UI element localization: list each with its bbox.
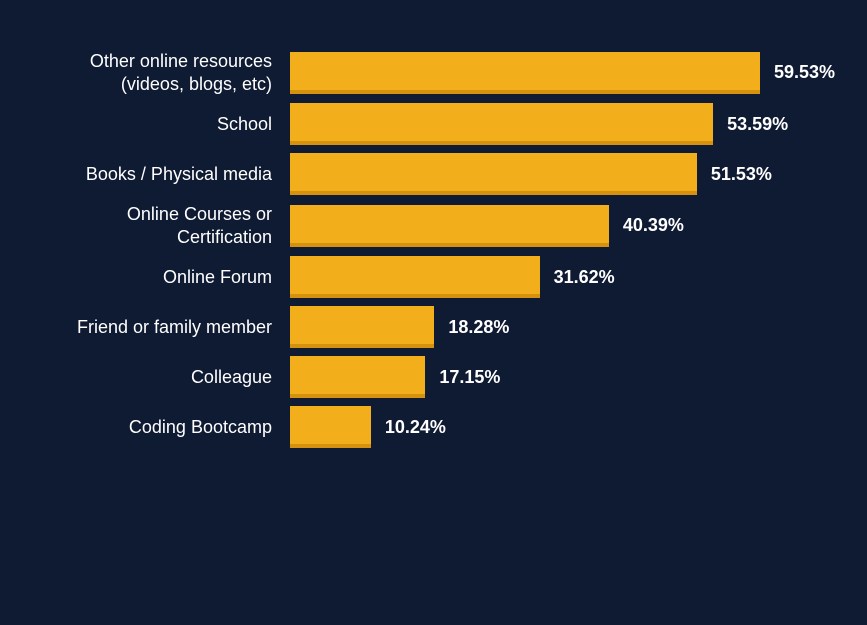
bar-value: 40.39% (623, 215, 684, 236)
bar-row: Colleague 17.15% (40, 356, 827, 398)
bar-area: 17.15% (290, 356, 827, 398)
bar-row: School 53.59% (40, 103, 827, 145)
bar (290, 205, 609, 247)
bar (290, 356, 425, 398)
bar-row: Coding Bootcamp 10.24% (40, 406, 827, 448)
bar-area: 51.53% (290, 153, 827, 195)
bar-value: 17.15% (439, 367, 500, 388)
bar (290, 153, 697, 195)
bar-value: 10.24% (385, 417, 446, 438)
bar-row: Online Forum 31.62% (40, 256, 827, 298)
bar-area: 53.59% (290, 103, 827, 145)
bar-row: Books / Physical media 51.53% (40, 153, 827, 195)
bar-area: 40.39% (290, 205, 827, 247)
bar-value: 51.53% (711, 164, 772, 185)
bar (290, 256, 540, 298)
bar-area: 59.53% (290, 52, 835, 94)
bar (290, 52, 760, 94)
bar-row: Friend or family member 18.28% (40, 306, 827, 348)
bar-value: 59.53% (774, 62, 835, 83)
bar-area: 10.24% (290, 406, 827, 448)
bar-label: Books / Physical media (40, 163, 290, 186)
bar-label: Online Forum (40, 266, 290, 289)
bar (290, 103, 713, 145)
bar-area: 18.28% (290, 306, 827, 348)
bar-label: School (40, 113, 290, 136)
bar-row: Other online resources (videos, blogs, e… (40, 50, 827, 95)
bar-label: Online Courses or Certification (40, 203, 290, 248)
bar-area: 31.62% (290, 256, 827, 298)
bar-label: Other online resources (videos, blogs, e… (40, 50, 290, 95)
bar-label: Coding Bootcamp (40, 416, 290, 439)
bar-label: Colleague (40, 366, 290, 389)
bar (290, 406, 371, 448)
learning-resources-bar-chart: Other online resources (videos, blogs, e… (0, 0, 867, 496)
bar-label: Friend or family member (40, 316, 290, 339)
bar (290, 306, 434, 348)
bar-row: Online Courses or Certification 40.39% (40, 203, 827, 248)
bar-value: 18.28% (448, 317, 509, 338)
bar-value: 53.59% (727, 114, 788, 135)
bar-value: 31.62% (554, 267, 615, 288)
